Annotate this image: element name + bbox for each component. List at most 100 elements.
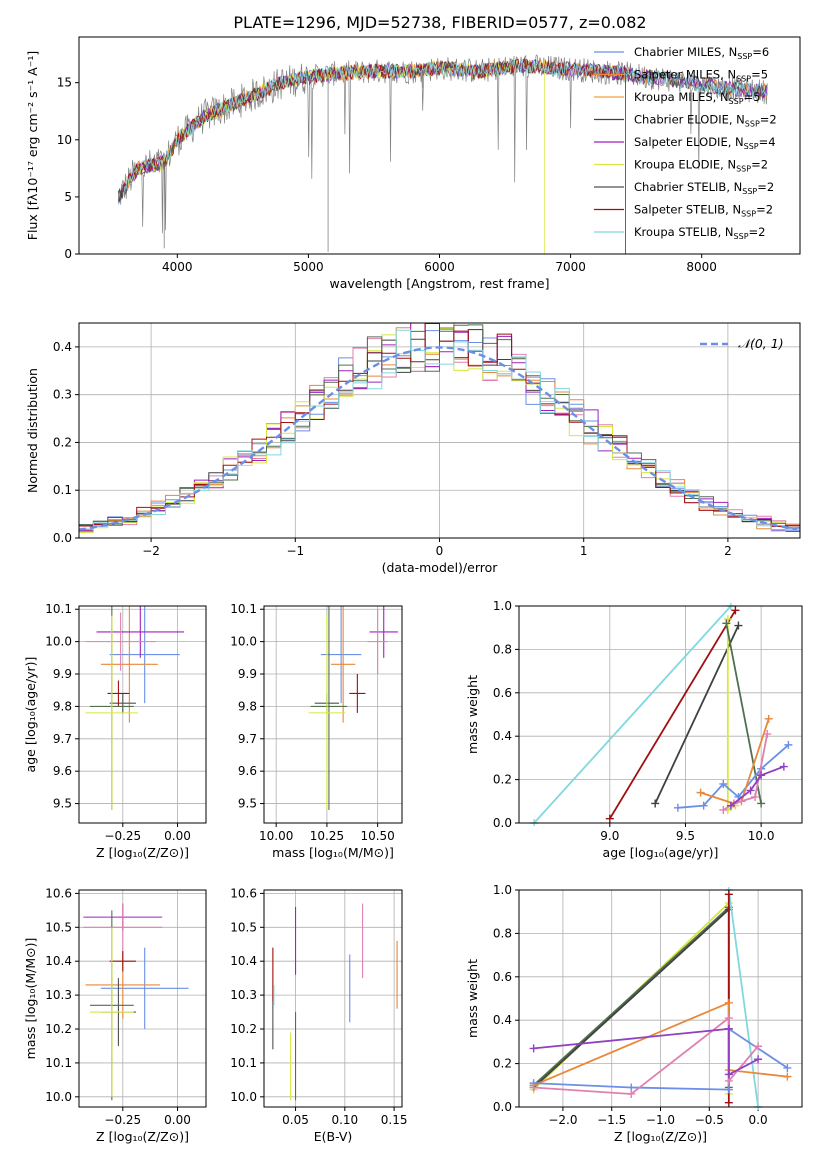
y-tick-label: 10.2 bbox=[45, 1022, 72, 1036]
weight-marker bbox=[763, 730, 772, 739]
x-tick-label: 2 bbox=[724, 544, 732, 558]
x-axis-label: Z [log₁₀(Z/Z⊙)] bbox=[614, 1129, 707, 1144]
weight-marker bbox=[764, 714, 773, 723]
axes-frame bbox=[78, 889, 207, 1108]
y-tick-label: 0.8 bbox=[493, 926, 512, 940]
x-tick-label: 0 bbox=[436, 544, 444, 558]
y-tick-label: 0.4 bbox=[53, 340, 72, 354]
x-tick-label: 10.25 bbox=[310, 829, 344, 843]
spectrum-panel: 4000 5000 6000 7000 8000 0 5 10 15 wavelength [An… bbox=[25, 36, 801, 291]
x-tick-label: 6000 bbox=[424, 260, 455, 274]
y-tick-label: 10.4 bbox=[230, 954, 257, 968]
x-tick-label: −2.0 bbox=[548, 1113, 577, 1127]
y-tick-label: 9.8 bbox=[238, 699, 257, 713]
y-tick-label: 0.4 bbox=[493, 729, 512, 743]
y-tick-label: 9.7 bbox=[238, 732, 257, 746]
x-tick-label: 0.00 bbox=[164, 829, 191, 843]
y-tick-label: 10.5 bbox=[230, 920, 257, 934]
weight-marker bbox=[724, 1098, 733, 1107]
y-tick-label: 10.5 bbox=[45, 920, 72, 934]
weight-marker bbox=[724, 1070, 733, 1079]
weight-series-line bbox=[677, 744, 789, 809]
weight-marker bbox=[627, 1089, 636, 1098]
weight-marker bbox=[754, 1055, 763, 1064]
y-tick-label: 10.0 bbox=[230, 1090, 257, 1104]
x-tick-label: 5000 bbox=[293, 260, 324, 274]
weight-marker bbox=[779, 762, 788, 771]
x-axis-label: wavelength [Angstrom, rest frame] bbox=[329, 276, 549, 291]
y-tick-label: 10.1 bbox=[230, 602, 257, 616]
y-tick-label: 9.6 bbox=[238, 764, 257, 778]
weight-series-line bbox=[532, 908, 730, 1089]
y-tick-label: 9.8 bbox=[53, 699, 72, 713]
weight-series-line bbox=[730, 765, 785, 807]
x-tick-label: −1 bbox=[286, 544, 304, 558]
axes-frame bbox=[263, 889, 403, 1108]
errorbar-group bbox=[308, 606, 398, 811]
mass-weight-vs-metallicity-panel: −2.0 −1.5 −1.0 −0.5 0.0 0.0 0.2 0.4 0.6 0.8 1.0 Z [… bbox=[465, 883, 803, 1144]
x-tick-label: 0.05 bbox=[282, 1113, 309, 1127]
residual-histogram bbox=[79, 323, 800, 527]
y-tick-label: 10.6 bbox=[45, 886, 72, 900]
y-tick-label: 10.1 bbox=[230, 1056, 257, 1070]
y-axis-label: Flux [fλ10⁻¹⁷ erg cm⁻² s⁻¹ A⁻¹] bbox=[25, 51, 40, 240]
y-tick-label: 9.5 bbox=[238, 797, 257, 811]
x-tick-label: −0.25 bbox=[104, 829, 141, 843]
x-tick-label: 0.15 bbox=[381, 1113, 408, 1127]
weight-marker bbox=[751, 792, 760, 801]
axes-frame bbox=[518, 889, 803, 1108]
y-tick-label: 10.0 bbox=[45, 1090, 72, 1104]
residuals-histogram-panel: −2 −1 0 1 2 0.0 0.1 0.2 0.3 0.4 (data-model)/error… bbox=[25, 322, 801, 575]
weight-marker bbox=[529, 1083, 538, 1092]
weight-marker bbox=[673, 803, 682, 812]
x-tick-label: 10.00 bbox=[259, 829, 293, 843]
y-tick-label: 5 bbox=[64, 190, 72, 204]
weight-marker bbox=[724, 998, 733, 1007]
weight-series-line bbox=[609, 609, 737, 820]
y-tick-label: 10.2 bbox=[230, 1022, 257, 1036]
weight-marker bbox=[734, 621, 743, 630]
y-tick-label: 0 bbox=[64, 247, 72, 261]
x-tick-label: 7000 bbox=[555, 260, 586, 274]
y-tick-label: 1.0 bbox=[493, 599, 512, 613]
histogram-steps bbox=[79, 323, 800, 534]
weight-marker bbox=[783, 1063, 792, 1072]
gaussian-reference-curve bbox=[79, 346, 798, 531]
series-group bbox=[530, 603, 793, 826]
y-tick-label: 0.0 bbox=[493, 816, 512, 830]
series-group bbox=[529, 887, 792, 1110]
x-tick-label: 8000 bbox=[686, 260, 717, 274]
y-tick-label: 0.8 bbox=[493, 642, 512, 656]
legend-entry: 𝒩(0, 1) bbox=[738, 336, 784, 351]
y-tick-label: 10.1 bbox=[45, 602, 72, 616]
weight-marker bbox=[757, 799, 766, 808]
y-tick-label: 0.0 bbox=[493, 1100, 512, 1114]
figure-title: PLATE=1296, MJD=52738, FIBERID=0577, z=0… bbox=[233, 13, 646, 32]
x-axis-label: Z [log₁₀(Z/Z⊙)] bbox=[96, 1129, 189, 1144]
weight-series-line bbox=[654, 625, 740, 804]
model-spectrum-line bbox=[123, 58, 626, 254]
x-axis-label: E(B-V) bbox=[314, 1129, 353, 1144]
weight-series-line bbox=[722, 733, 769, 811]
y-tick-label: 10 bbox=[57, 133, 72, 147]
axes-frame bbox=[518, 605, 803, 824]
y-tick-label: 0.6 bbox=[493, 970, 512, 984]
weight-series-line bbox=[533, 1027, 759, 1076]
weight-marker bbox=[746, 786, 755, 795]
y-axis-label: age [log₁₀(age/yr)] bbox=[23, 657, 38, 773]
y-axis-label: Normed distribution bbox=[25, 368, 40, 493]
x-tick-label: 0.10 bbox=[331, 1113, 358, 1127]
residual-histogram bbox=[79, 329, 800, 532]
errorbar-group bbox=[272, 903, 398, 1101]
y-tick-label: 0.4 bbox=[493, 1013, 512, 1027]
y-tick-label: 9.9 bbox=[238, 667, 257, 681]
legend-entry: Chabrier ELODIE, NSSP=2 bbox=[634, 113, 777, 129]
legend-entry: Chabrier STELIB, NSSP=2 bbox=[634, 180, 774, 196]
y-tick-label: 9.5 bbox=[53, 797, 72, 811]
y-tick-label: 0.1 bbox=[53, 483, 72, 497]
axes-frame bbox=[78, 322, 801, 539]
x-tick-label: −1.0 bbox=[646, 1113, 675, 1127]
y-tick-label: 10.6 bbox=[230, 886, 257, 900]
x-tick-label: 9.0 bbox=[600, 829, 619, 843]
y-tick-label: 15 bbox=[57, 76, 72, 90]
